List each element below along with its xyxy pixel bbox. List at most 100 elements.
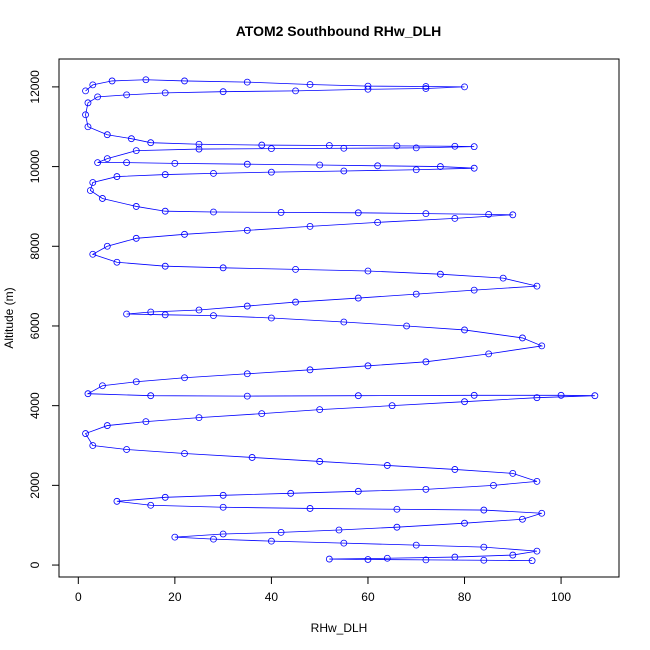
data-point — [485, 350, 493, 358]
y-axis: 0 2000 4000 6000 8000 10000 12000 — [28, 70, 60, 568]
data-point — [219, 264, 227, 272]
data-point — [82, 111, 89, 119]
data-point — [422, 83, 430, 90]
data-point — [103, 155, 111, 163]
x-tick-label: 60 — [361, 590, 375, 604]
data-point — [142, 76, 150, 84]
data-point — [519, 515, 526, 523]
chart-title: ATOM2 Southbound RHw_DLH — [236, 23, 442, 39]
y-tick-label: 10000 — [28, 150, 42, 184]
data-point — [436, 270, 444, 278]
x-tick-label: 20 — [168, 590, 182, 604]
data-point — [268, 314, 275, 322]
data-point — [161, 89, 169, 97]
data-point — [461, 519, 468, 527]
data-point — [181, 374, 188, 382]
data-point — [451, 553, 459, 561]
data-point — [412, 290, 420, 298]
data-point — [89, 442, 97, 449]
data-point — [147, 139, 155, 147]
data-point — [509, 551, 517, 559]
data-point — [123, 159, 130, 167]
data-point — [422, 358, 430, 366]
data-point — [340, 318, 348, 326]
data-point — [422, 210, 430, 218]
data-point — [243, 160, 251, 168]
data-point — [480, 543, 488, 551]
data-point — [422, 85, 430, 92]
data-point — [161, 262, 169, 270]
data-layer — [82, 76, 599, 565]
data-point — [306, 505, 314, 512]
data-point — [123, 446, 130, 453]
series-line — [84, 79, 595, 562]
data-point — [132, 378, 140, 386]
data-point — [86, 187, 94, 194]
data-point — [393, 505, 401, 513]
x-tick-label: 80 — [458, 590, 472, 604]
data-point — [403, 322, 410, 330]
data-point — [412, 166, 420, 174]
data-point — [354, 392, 362, 400]
data-point — [142, 418, 150, 426]
data-point — [94, 93, 102, 101]
data-point — [195, 140, 203, 148]
data-point — [99, 195, 106, 202]
data-point — [340, 144, 348, 152]
data-point — [354, 294, 362, 302]
data-point — [277, 209, 285, 216]
data-point — [335, 526, 343, 534]
data-point — [383, 554, 391, 562]
data-point — [113, 173, 121, 180]
data-point — [94, 159, 102, 167]
data-point — [538, 342, 546, 350]
data-point — [490, 481, 497, 489]
data-point — [210, 169, 217, 177]
data-point — [306, 81, 314, 88]
data-point — [340, 167, 348, 175]
data-point — [451, 214, 459, 222]
data-point — [195, 145, 203, 153]
data-point — [210, 312, 217, 320]
data-point — [412, 541, 420, 549]
data-point — [84, 99, 92, 107]
data-point — [316, 458, 324, 465]
data-point — [277, 528, 285, 536]
y-axis-label: Altitude (m) — [2, 287, 16, 348]
data-point — [383, 462, 391, 469]
data-point — [316, 161, 324, 169]
data-point — [113, 497, 121, 505]
data-point — [393, 523, 401, 531]
data-point — [509, 469, 517, 477]
data-point — [412, 144, 420, 152]
data-point — [82, 430, 89, 437]
data-point — [292, 298, 299, 306]
data-point — [354, 487, 362, 495]
data-point — [113, 258, 121, 266]
data-point — [485, 210, 493, 218]
data-point — [195, 414, 203, 422]
data-point — [195, 306, 203, 314]
data-point — [528, 557, 536, 565]
data-point — [84, 390, 92, 398]
data-point — [132, 234, 140, 242]
plot-area — [58, 58, 620, 578]
data-point — [374, 218, 382, 226]
data-point — [316, 406, 324, 414]
data-point — [161, 171, 169, 178]
data-point — [219, 530, 227, 538]
data-point — [292, 87, 299, 95]
data-point — [248, 454, 256, 461]
data-point — [103, 131, 111, 139]
data-point — [89, 179, 97, 186]
data-point — [219, 491, 227, 499]
data-point — [210, 535, 217, 543]
data-point — [123, 310, 130, 318]
data-point — [340, 539, 348, 547]
data-point — [171, 533, 179, 541]
data-point — [533, 282, 541, 290]
data-point — [219, 503, 227, 511]
data-point — [470, 286, 478, 294]
data-point — [533, 547, 541, 555]
data-point — [461, 83, 468, 91]
